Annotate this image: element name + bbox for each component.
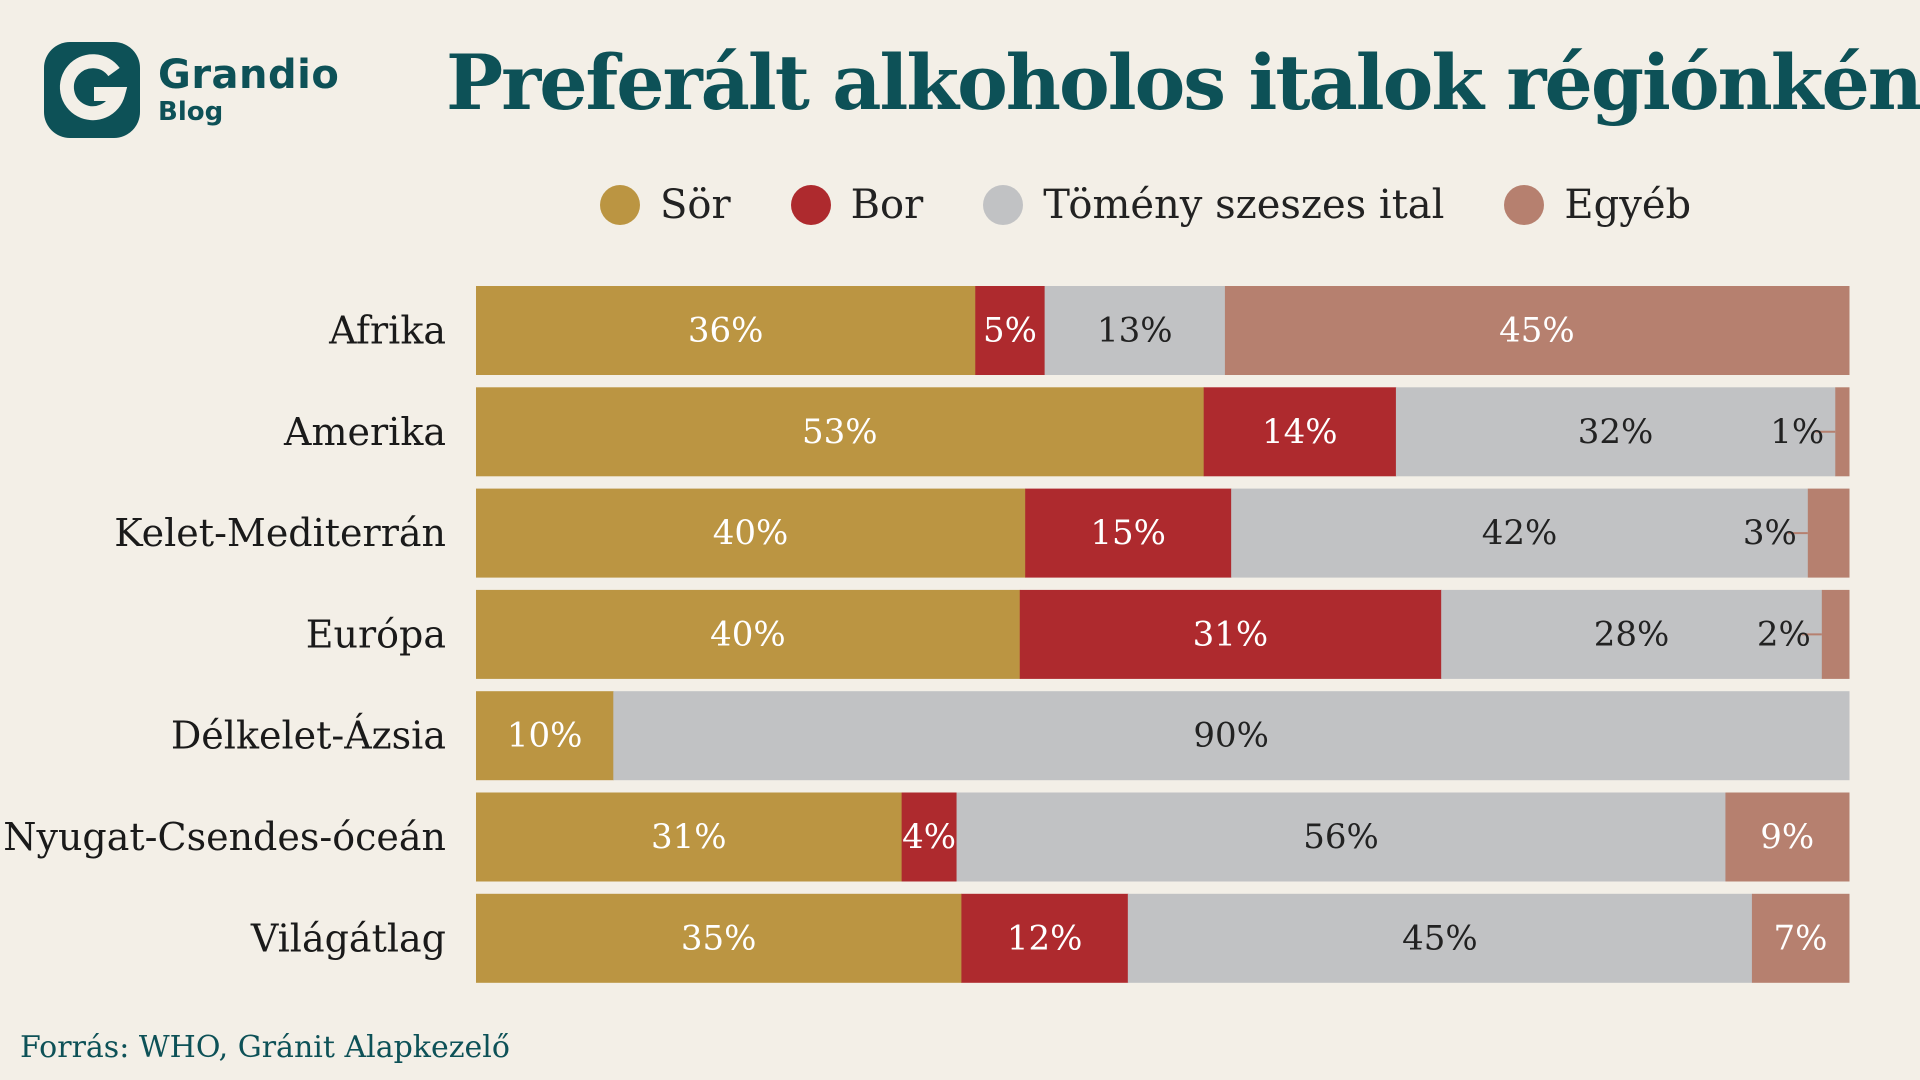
legend-label-sor: Sör: [660, 182, 731, 228]
data-label-afrika-tomeny-szeszes-ital: 13%: [1097, 311, 1173, 351]
category-label-delkelet-azsia: Délkelet-Ázsia: [171, 714, 446, 758]
bar-amerika-sor: [476, 387, 1205, 477]
legend-item-egyeb: Egyéb: [1504, 182, 1691, 228]
category-label-amerika: Amerika: [283, 410, 446, 454]
data-label-amerika-tomeny-szeszes-ital: 32%: [1578, 412, 1654, 452]
data-label-vilagatlag-egyeb: 7%: [1773, 918, 1827, 958]
data-label-nyugat-csendes-ocean-tomeny-szeszes-ital: 56%: [1303, 817, 1379, 857]
bar-europa-sor: [476, 589, 1021, 679]
data-label-nyugat-csendes-ocean-bor: 4%: [902, 817, 956, 857]
legend-swatch-egyeb: [1504, 185, 1545, 225]
bar-afrika-egyeb: [1224, 286, 1850, 375]
data-label-afrika-egyeb: 45%: [1499, 311, 1575, 351]
legend-item-tomeny: Tömény szeszes ital: [983, 182, 1444, 228]
bar-vilagatlag-bor: [961, 893, 1129, 983]
data-label-europa-egyeb: 2%: [1757, 614, 1811, 654]
data-label-amerika-sor: 53%: [802, 412, 878, 452]
category-label-vilagatlag: Világátlag: [250, 916, 446, 960]
bar-kelet-mediterran-egyeb: [1807, 488, 1850, 578]
bar-nyugat-csendes-ocean-tomeny-szeszes-ital: [956, 792, 1726, 882]
category-label-nyugat-csendes-ocean: Nyugat-Csendes-óceán: [3, 815, 446, 859]
bar-vilagatlag-sor: [476, 893, 962, 983]
data-label-kelet-mediterran-egyeb: 3%: [1743, 513, 1797, 553]
legend-item-sor: Sör: [600, 182, 731, 228]
logo: Grandio Blog: [44, 42, 339, 138]
bar-kelet-mediterran-sor: [476, 488, 1026, 578]
logo-name: Grandio: [158, 52, 340, 98]
grandio-logo-icon: [44, 42, 140, 138]
data-label-amerika-bor: 14%: [1262, 412, 1338, 452]
legend-item-bor: Bor: [790, 182, 924, 228]
logo-text: Grandio Blog: [158, 53, 339, 127]
bar-amerika-tomeny-szeszes-ital: [1395, 387, 1836, 477]
category-label-europa: Európa: [306, 612, 446, 656]
legend-label-egyeb: Egyéb: [1564, 182, 1692, 228]
data-label-europa-tomeny-szeszes-ital: 28%: [1594, 614, 1670, 654]
data-label-kelet-mediterran-tomeny-szeszes-ital: 42%: [1482, 513, 1558, 553]
data-label-delkelet-azsia-tomeny-szeszes-ital: 90%: [1193, 716, 1269, 756]
bar-kelet-mediterran-bor: [1025, 488, 1232, 578]
data-label-afrika-sor: 36%: [688, 311, 764, 351]
bar-delkelet-azsia-sor: [476, 691, 614, 781]
bar-vilagatlag-egyeb: [1751, 893, 1850, 983]
data-label-nyugat-csendes-ocean-sor: 31%: [651, 817, 727, 857]
bar-amerika-bor: [1203, 387, 1397, 477]
legend-swatch-bor: [790, 185, 831, 225]
chart-title: Preferált alkoholos italok régiónként: [446, 38, 1920, 127]
data-label-amerika-egyeb: 1%: [1770, 412, 1824, 452]
bar-europa-tomeny-szeszes-ital: [1441, 589, 1823, 679]
data-label-kelet-mediterran-sor: 40%: [713, 513, 789, 553]
bar-nyugat-csendes-ocean-sor: [476, 792, 903, 882]
logo-sub: Blog: [158, 97, 224, 127]
bar-europa-egyeb: [1821, 589, 1850, 679]
data-label-vilagatlag-sor: 35%: [681, 918, 757, 958]
bar-delkelet-azsia-tomeny-szeszes-ital: [613, 691, 1850, 781]
bar-vilagatlag-tomeny-szeszes-ital: [1127, 893, 1753, 983]
data-label-europa-bor: 31%: [1193, 614, 1269, 654]
category-label-kelet-mediterran: Kelet-Mediterrán: [114, 511, 446, 555]
source-note: Forrás: WHO, Gránit Alapkezelő: [20, 1030, 510, 1065]
bar-afrika-tomeny-szeszes-ital: [1044, 286, 1226, 375]
data-label-vilagatlag-tomeny-szeszes-ital: 45%: [1402, 918, 1478, 958]
legend: Sör Bor Tömény szeszes ital Egyéb: [600, 182, 1751, 228]
data-label-europa-sor: 40%: [710, 614, 786, 654]
bar-nyugat-csendes-ocean-bor: [901, 792, 958, 882]
bar-amerika-egyeb: [1835, 387, 1850, 477]
bar-nyugat-csendes-ocean-egyeb: [1725, 792, 1850, 882]
legend-swatch-sor: [600, 185, 640, 225]
data-label-nyugat-csendes-ocean-egyeb: 9%: [1760, 817, 1814, 857]
bar-afrika-bor: [975, 286, 1046, 375]
bar-kelet-mediterran-tomeny-szeszes-ital: [1231, 488, 1809, 578]
bar-afrika-sor: [476, 286, 976, 375]
data-label-delkelet-azsia-sor: 10%: [507, 716, 583, 756]
data-label-kelet-mediterran-bor: 15%: [1090, 513, 1166, 553]
category-label-afrika: Afrika: [328, 309, 446, 353]
data-label-vilagatlag-bor: 12%: [1007, 918, 1083, 958]
legend-swatch-tomeny: [983, 185, 1024, 225]
legend-label-bor: Bor: [850, 182, 924, 228]
data-label-afrika-bor: 5%: [983, 311, 1037, 351]
bar-europa-bor: [1019, 589, 1442, 679]
legend-label-tomeny: Tömény szeszes ital: [1043, 182, 1445, 228]
